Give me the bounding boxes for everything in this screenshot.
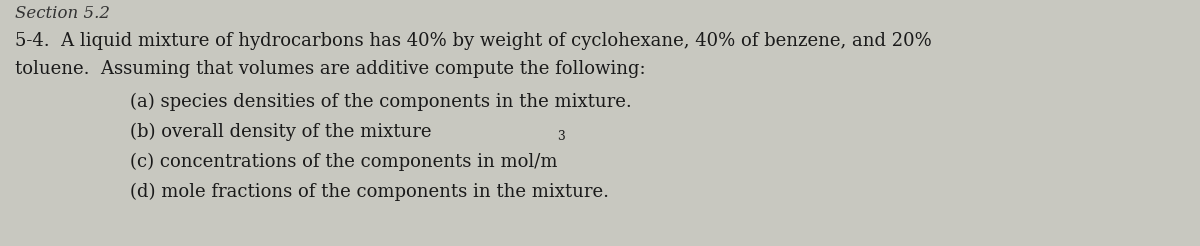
Text: (a) species densities of the components in the mixture.: (a) species densities of the components … xyxy=(130,93,631,111)
Text: (d) mole fractions of the components in the mixture.: (d) mole fractions of the components in … xyxy=(130,183,610,201)
Text: (b) overall density of the mixture: (b) overall density of the mixture xyxy=(130,123,432,141)
Text: toluene.  Assuming that volumes are additive compute the following:: toluene. Assuming that volumes are addit… xyxy=(14,60,646,78)
Text: Section 5.2: Section 5.2 xyxy=(14,5,110,22)
Text: (c) concentrations of the components in mol/m: (c) concentrations of the components in … xyxy=(130,153,558,171)
Text: 3: 3 xyxy=(558,130,565,143)
Text: 5-4.  A liquid mixture of hydrocarbons has 40% by weight of cyclohexane, 40% of : 5-4. A liquid mixture of hydrocarbons ha… xyxy=(14,32,931,50)
